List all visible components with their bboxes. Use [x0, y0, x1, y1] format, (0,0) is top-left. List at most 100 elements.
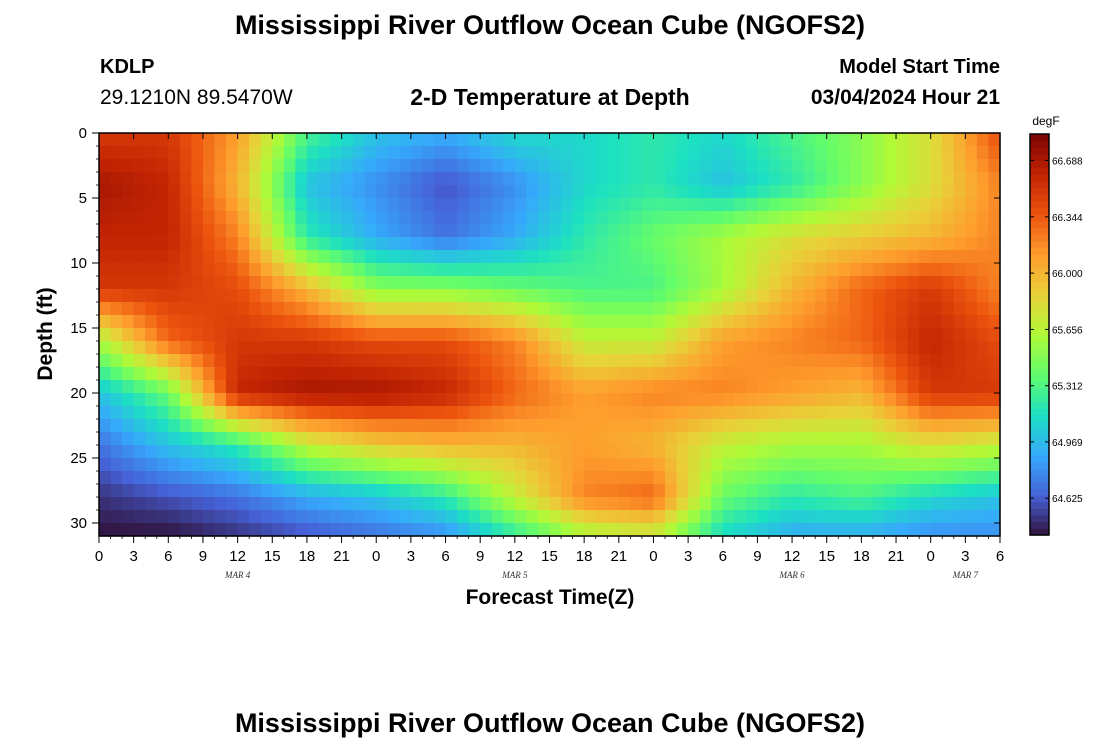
heatmap-cell — [99, 432, 112, 446]
heatmap-cell — [353, 237, 366, 251]
heatmap-cell — [226, 276, 239, 290]
heatmap-cell — [260, 471, 273, 485]
heatmap-cell — [283, 289, 296, 303]
colorbar-segment — [1030, 314, 1049, 322]
heatmap-cell — [122, 484, 135, 498]
heatmap-cell — [849, 445, 862, 459]
heatmap-cell — [353, 471, 366, 485]
heatmap-cell — [433, 445, 447, 459]
heatmap-cell — [110, 458, 123, 472]
heatmap-cell — [988, 146, 1001, 160]
colorbar-segment — [1030, 294, 1049, 302]
heatmap-cell — [410, 211, 424, 225]
colorbar-segment — [1030, 428, 1049, 436]
heatmap-cell — [561, 185, 574, 199]
heatmap-cell — [122, 315, 135, 329]
heatmap-cell — [896, 445, 909, 459]
heatmap-cell — [260, 276, 273, 290]
heatmap-cell — [768, 328, 782, 342]
heatmap-cell — [734, 523, 747, 537]
heatmap-cell — [306, 445, 320, 459]
heatmap-cell — [768, 393, 782, 407]
heatmap-cell — [803, 471, 816, 485]
heatmap-cell — [468, 224, 481, 238]
heatmap-cell — [237, 458, 250, 472]
heatmap-cell — [688, 354, 701, 368]
heatmap-cell — [849, 354, 862, 368]
heatmap-cell — [699, 159, 712, 173]
heatmap-cell — [514, 458, 527, 472]
heatmap-cell — [376, 354, 389, 368]
heatmap-cell — [179, 497, 193, 511]
heatmap-cell — [803, 185, 816, 199]
heatmap-cell — [676, 406, 689, 420]
heatmap-cell — [976, 224, 990, 238]
heatmap-cell — [584, 432, 597, 446]
heatmap-cell — [549, 315, 562, 329]
heatmap-cell — [156, 328, 169, 342]
heatmap-cell — [976, 289, 990, 303]
heatmap-cell — [872, 354, 886, 368]
heatmap-cell — [711, 185, 724, 199]
heatmap-cell — [838, 276, 851, 290]
heatmap-cell — [179, 406, 193, 420]
heatmap-cell — [226, 380, 239, 394]
heatmap-cell — [653, 458, 666, 472]
heatmap-cell — [561, 328, 574, 342]
heatmap-cell — [872, 510, 886, 524]
heatmap-cell — [688, 198, 701, 212]
heatmap-cell — [433, 198, 447, 212]
heatmap-cell — [202, 159, 216, 173]
heatmap-cell — [272, 523, 285, 537]
heatmap-cell — [734, 393, 747, 407]
heatmap-cell — [988, 497, 1001, 511]
colorbar-segment — [1030, 367, 1049, 376]
colorbar-segment — [1030, 301, 1049, 309]
heatmap-cell — [249, 419, 262, 433]
heatmap-cell — [699, 445, 712, 459]
heatmap-cell — [734, 159, 747, 173]
heatmap-cell — [884, 133, 897, 147]
heatmap-cell — [283, 380, 296, 394]
heatmap-cell — [202, 380, 216, 394]
heatmap-cell — [965, 159, 978, 173]
heatmap-cell — [872, 341, 886, 355]
heatmap-cell — [156, 172, 169, 186]
heatmap-cell — [468, 198, 481, 212]
heatmap-cell — [399, 289, 412, 303]
heatmap-cell — [179, 458, 193, 472]
y-tick-label: 0 — [79, 125, 87, 142]
heatmap-cell — [283, 250, 296, 264]
heatmap-cell — [653, 224, 666, 238]
heatmap-cell — [191, 289, 204, 303]
heatmap-cell — [988, 133, 1001, 147]
heatmap-cell — [676, 276, 689, 290]
heatmap-cell — [872, 458, 886, 472]
heatmap-cell — [330, 263, 343, 277]
heatmap-cell — [965, 263, 978, 277]
heatmap-cell — [907, 185, 920, 199]
heatmap-cell — [422, 458, 435, 472]
colorbar-segment — [1030, 227, 1049, 235]
heatmap-cell — [272, 406, 285, 420]
heatmap-cell — [549, 354, 562, 368]
heatmap-cell — [607, 172, 620, 186]
heatmap-cell — [237, 302, 250, 316]
heatmap-cell — [468, 250, 481, 264]
heatmap-cell — [202, 289, 216, 303]
heatmap-cell — [376, 367, 389, 381]
heatmap-cell — [872, 289, 886, 303]
heatmap-cell — [826, 393, 839, 407]
heatmap-cell — [976, 185, 990, 199]
heatmap-cell — [260, 419, 273, 433]
heatmap-cell — [780, 289, 793, 303]
heatmap-cell — [376, 224, 389, 238]
x-tick-label: 12 — [229, 548, 246, 565]
heatmap-cell — [745, 159, 759, 173]
heatmap-cell — [214, 133, 227, 147]
heatmap-cell — [179, 393, 193, 407]
heatmap-cell — [988, 523, 1001, 537]
heatmap-cell — [711, 445, 724, 459]
heatmap-cell — [884, 211, 897, 225]
heatmap-cell — [514, 237, 527, 251]
